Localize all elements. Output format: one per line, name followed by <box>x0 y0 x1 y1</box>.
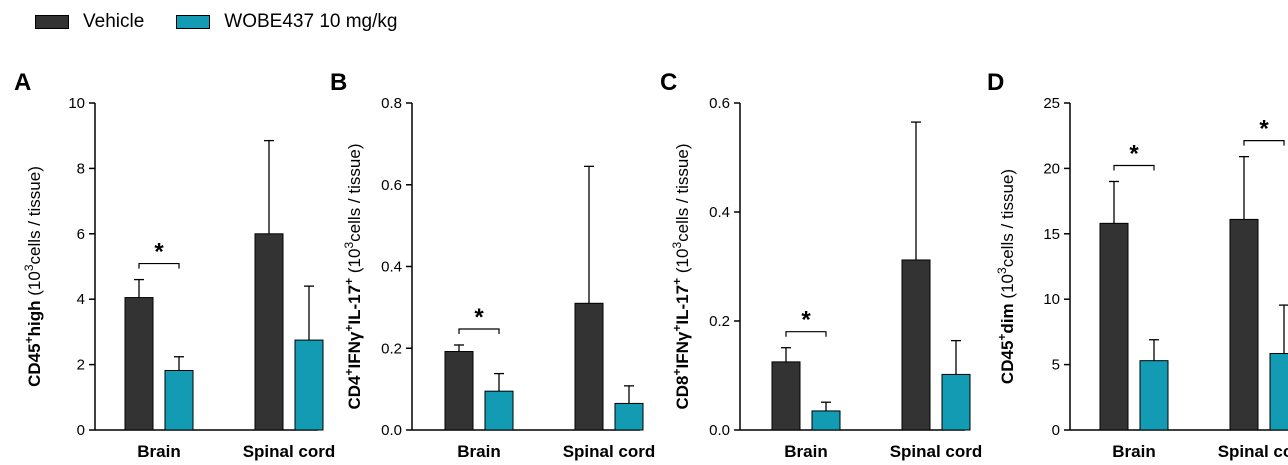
panel-letter: D <box>987 69 1004 96</box>
x-tick-label: Brain <box>137 442 180 461</box>
y-tick-label: 0.6 <box>709 95 730 112</box>
y-tick-label: 25 <box>1043 95 1060 112</box>
significance-marker: * <box>154 239 164 266</box>
y-axis-title: CD8+IFNγ+IL-17+ (103cells / tissue) <box>670 143 692 409</box>
x-tick-label: Spinal cord <box>1218 442 1288 461</box>
significance-bracket <box>785 331 827 337</box>
x-tick-label: Spinal cord <box>890 442 983 461</box>
significance-marker: * <box>801 307 811 334</box>
legend-swatch-vehicle <box>35 15 69 29</box>
y-tick-label: 4 <box>77 291 85 308</box>
legend-swatch-wobe437 <box>176 15 211 29</box>
y-tick-label: 2 <box>77 357 85 374</box>
y-tick-label: 0.4 <box>709 204 730 221</box>
significance-marker: * <box>1259 116 1269 143</box>
bar <box>484 390 514 431</box>
y-tick-label: 0.8 <box>381 95 402 112</box>
x-tick-label: Brain <box>457 442 500 461</box>
y-tick-label: 5 <box>1052 357 1060 374</box>
panel-letter: B <box>330 69 347 96</box>
y-tick-label: 0 <box>77 422 85 439</box>
bar <box>771 361 801 431</box>
significance-bracket <box>1113 164 1155 171</box>
y-tick-label: 0.6 <box>381 177 402 194</box>
y-tick-label: 0.2 <box>381 340 402 357</box>
y-tick-label: 0.4 <box>381 259 402 276</box>
bar <box>124 297 154 431</box>
legend-item-vehicle: Vehicle <box>35 11 144 33</box>
bar <box>1099 222 1129 431</box>
significance-bracket <box>1243 140 1285 146</box>
bar <box>254 233 284 431</box>
y-tick-label: 0 <box>1052 422 1060 439</box>
bar <box>1229 218 1259 431</box>
y-tick-label: 6 <box>77 226 85 243</box>
bar <box>941 373 971 431</box>
x-tick-label: Spinal cord <box>563 442 656 461</box>
significance-marker: * <box>474 304 484 331</box>
y-tick-label: 10 <box>1043 291 1060 308</box>
panel-letter: C <box>660 69 677 96</box>
bar <box>444 351 474 431</box>
y-axis-title: CD45+high (103cells / tissue) <box>22 166 44 387</box>
bar <box>901 259 931 431</box>
bar <box>164 369 194 431</box>
y-axis-title: CD4+IFNγ+IL-17+ (103cells / tissue) <box>342 143 364 409</box>
significance-bracket <box>458 328 500 334</box>
x-tick-label: Spinal cord <box>243 442 336 461</box>
y-tick-label: 20 <box>1043 160 1060 177</box>
y-tick-label: 0.0 <box>381 422 402 439</box>
legend-item-wobe437: WOBE437 10 mg/kg <box>176 11 397 33</box>
y-tick-label: 15 <box>1043 226 1060 243</box>
legend-label-vehicle: Vehicle <box>83 11 145 32</box>
x-tick-label: Brain <box>1112 442 1155 461</box>
bar <box>614 402 644 431</box>
y-tick-label: 0.2 <box>709 313 730 330</box>
legend: Vehicle WOBE437 10 mg/kg <box>35 11 429 33</box>
y-tick-label: 10 <box>68 95 85 112</box>
panel-letter: A <box>14 69 31 96</box>
bar <box>294 339 324 431</box>
y-axis-title: CD45+dim (103cells / tissue) <box>995 169 1017 384</box>
y-tick-label: 0.0 <box>709 422 730 439</box>
significance-bracket <box>138 262 180 269</box>
y-tick-label: 8 <box>77 160 85 177</box>
bar <box>811 410 841 431</box>
legend-label-wobe437: WOBE437 10 mg/kg <box>224 11 398 32</box>
significance-marker: * <box>1129 140 1139 167</box>
bar <box>574 302 604 431</box>
bar <box>1139 360 1169 431</box>
bar <box>1269 352 1288 431</box>
x-tick-label: Brain <box>784 442 827 461</box>
